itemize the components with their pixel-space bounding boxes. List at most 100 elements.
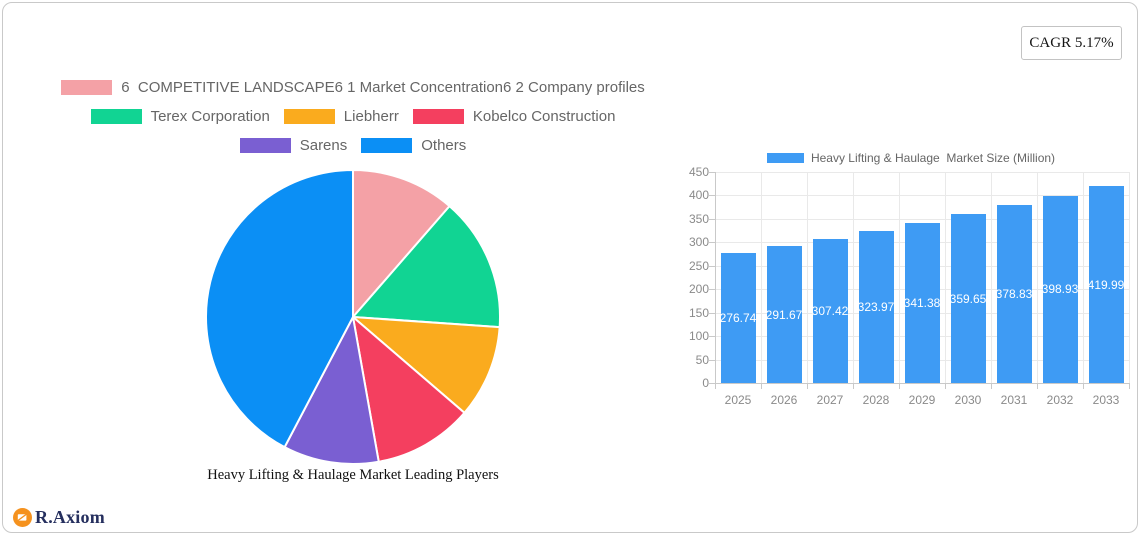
pie-slice[interactable]: [283, 313, 380, 465]
gridline-v: [1129, 172, 1130, 383]
pie-slice[interactable]: [350, 315, 501, 415]
gridline-h: [715, 218, 1129, 220]
bar-plot-area: 0 50 100 150 200 250 300 350 400 450 276.74 2025 291…: [689, 146, 1140, 416]
pie-legend: 6 COMPETITIVE LANDSCAPE6 1 Market Concen…: [3, 73, 703, 160]
gridline-h: [715, 195, 1129, 197]
gridline-v: [1083, 172, 1084, 383]
gridline-v: [761, 172, 762, 383]
x-axis-label: 2028: [862, 393, 890, 407]
legend-item[interactable]: 6 COMPETITIVE LANDSCAPE6 1 Market Concen…: [61, 79, 645, 96]
y-axis-label: 300: [688, 235, 709, 250]
legend-swatch: [239, 138, 291, 153]
legend-label: 6 COMPETITIVE LANDSCAPE6 1 Market Concen…: [121, 79, 645, 96]
x-tick: [853, 383, 854, 389]
pie-chart: [204, 168, 502, 466]
y-tick: [709, 265, 715, 267]
y-axis-label: 200: [688, 282, 709, 297]
x-tick: [991, 383, 992, 389]
bar[interactable]: [1042, 195, 1078, 383]
bar-value-label: 323.97: [857, 300, 895, 315]
legend-label: Kobelco Construction: [472, 108, 616, 125]
pie-slice[interactable]: [350, 204, 501, 329]
legend-item[interactable]: Terex Corporation: [90, 108, 270, 125]
bar[interactable]: [1088, 186, 1124, 383]
y-axis-label: 400: [688, 188, 709, 203]
x-tick: [945, 383, 946, 389]
legend-swatch: [361, 138, 413, 153]
bar-value-label: 398.93: [1041, 282, 1079, 297]
gridline-v: [807, 172, 808, 383]
legend-swatch: [90, 109, 142, 124]
x-axis-label: 2027: [816, 393, 844, 407]
y-axis-label: 350: [688, 211, 709, 226]
x-axis-label: 2032: [1046, 393, 1074, 407]
legend-label: Others: [421, 137, 467, 154]
gridline-v: [853, 172, 854, 383]
x-axis-label: 2033: [1092, 393, 1120, 407]
x-tick: [1129, 383, 1130, 389]
bar-value-label: 359.65: [949, 291, 987, 306]
legend-swatch: [412, 109, 464, 124]
legend-item[interactable]: Liebherr: [283, 108, 399, 125]
bar-legend-swatch: [766, 153, 804, 163]
bar[interactable]: [766, 246, 802, 383]
x-axis-label: 2029: [908, 393, 936, 407]
bar-chart-legend-item[interactable]: Heavy Lifting & Haulage Market Size (Mil…: [693, 151, 1129, 165]
pie-slice[interactable]: [352, 168, 451, 320]
x-axis-label: 2026: [770, 393, 798, 407]
bar[interactable]: [950, 214, 986, 383]
legend-item[interactable]: Others: [361, 137, 466, 154]
y-axis-label: 450: [688, 165, 709, 179]
pie-slice[interactable]: [204, 168, 354, 449]
legend-row: Terex Corporation Liebherr Kobelco Constru…: [3, 102, 703, 131]
x-tick: [715, 383, 716, 389]
bar-value-label: 341.38: [903, 295, 941, 310]
legend-label: Terex Corporation: [150, 108, 270, 125]
x-axis-label: 2025: [724, 393, 752, 407]
bar-value-label: 378.83: [995, 287, 1033, 302]
legend-label: Liebherr: [343, 108, 399, 125]
x-tick: [1037, 383, 1038, 389]
logo-icon: [13, 508, 32, 527]
bar-value-label: 291.67: [765, 307, 803, 322]
cagr-badge: CAGR 5.17%: [1021, 26, 1122, 60]
legend-item[interactable]: Kobelco Construction: [412, 108, 616, 125]
legend-swatch: [283, 109, 335, 124]
y-tick: [709, 383, 715, 384]
logo-text: R.Axiom: [35, 507, 105, 527]
bar[interactable]: [996, 205, 1032, 383]
bar-chart: Heavy Lifting & Haulage Market Size (Mil…: [689, 146, 1140, 416]
bar[interactable]: [858, 231, 894, 383]
legend-swatch: [61, 80, 113, 95]
bar-value-label: 307.42: [811, 303, 849, 318]
legend-label: Sarens: [299, 137, 348, 154]
pie-slice[interactable]: [351, 314, 466, 463]
y-tick: [709, 242, 715, 244]
bar[interactable]: [812, 238, 848, 383]
y-axis-line: [715, 172, 716, 383]
y-tick: [709, 195, 715, 197]
legend-row: 6 COMPETITIVE LANDSCAPE6 1 Market Concen…: [3, 73, 703, 102]
gridline-v: [991, 172, 992, 383]
y-axis-label: 50: [695, 352, 709, 367]
y-axis-label: 100: [688, 329, 709, 344]
y-axis-label: 150: [688, 305, 709, 320]
y-tick: [709, 359, 715, 361]
y-axis-label: 250: [688, 258, 709, 273]
gridline-v: [899, 172, 900, 383]
x-axis-label: 2031: [1000, 393, 1028, 407]
bar-value-label: 419.99: [1087, 277, 1125, 292]
bar[interactable]: [720, 253, 756, 383]
x-tick: [761, 383, 762, 389]
legend-row: Sarens Others: [3, 131, 703, 160]
gridline-v: [945, 172, 946, 383]
x-tick: [807, 383, 808, 389]
bar[interactable]: [904, 222, 940, 383]
pie-chart-title: Heavy Lifting & Haulage Market Leading P…: [207, 467, 499, 483]
legend-item[interactable]: Sarens: [239, 137, 348, 154]
y-axis-label: 0: [702, 376, 709, 390]
pie-chart-svg: [204, 168, 501, 465]
logo: R.Axiom: [13, 507, 105, 528]
